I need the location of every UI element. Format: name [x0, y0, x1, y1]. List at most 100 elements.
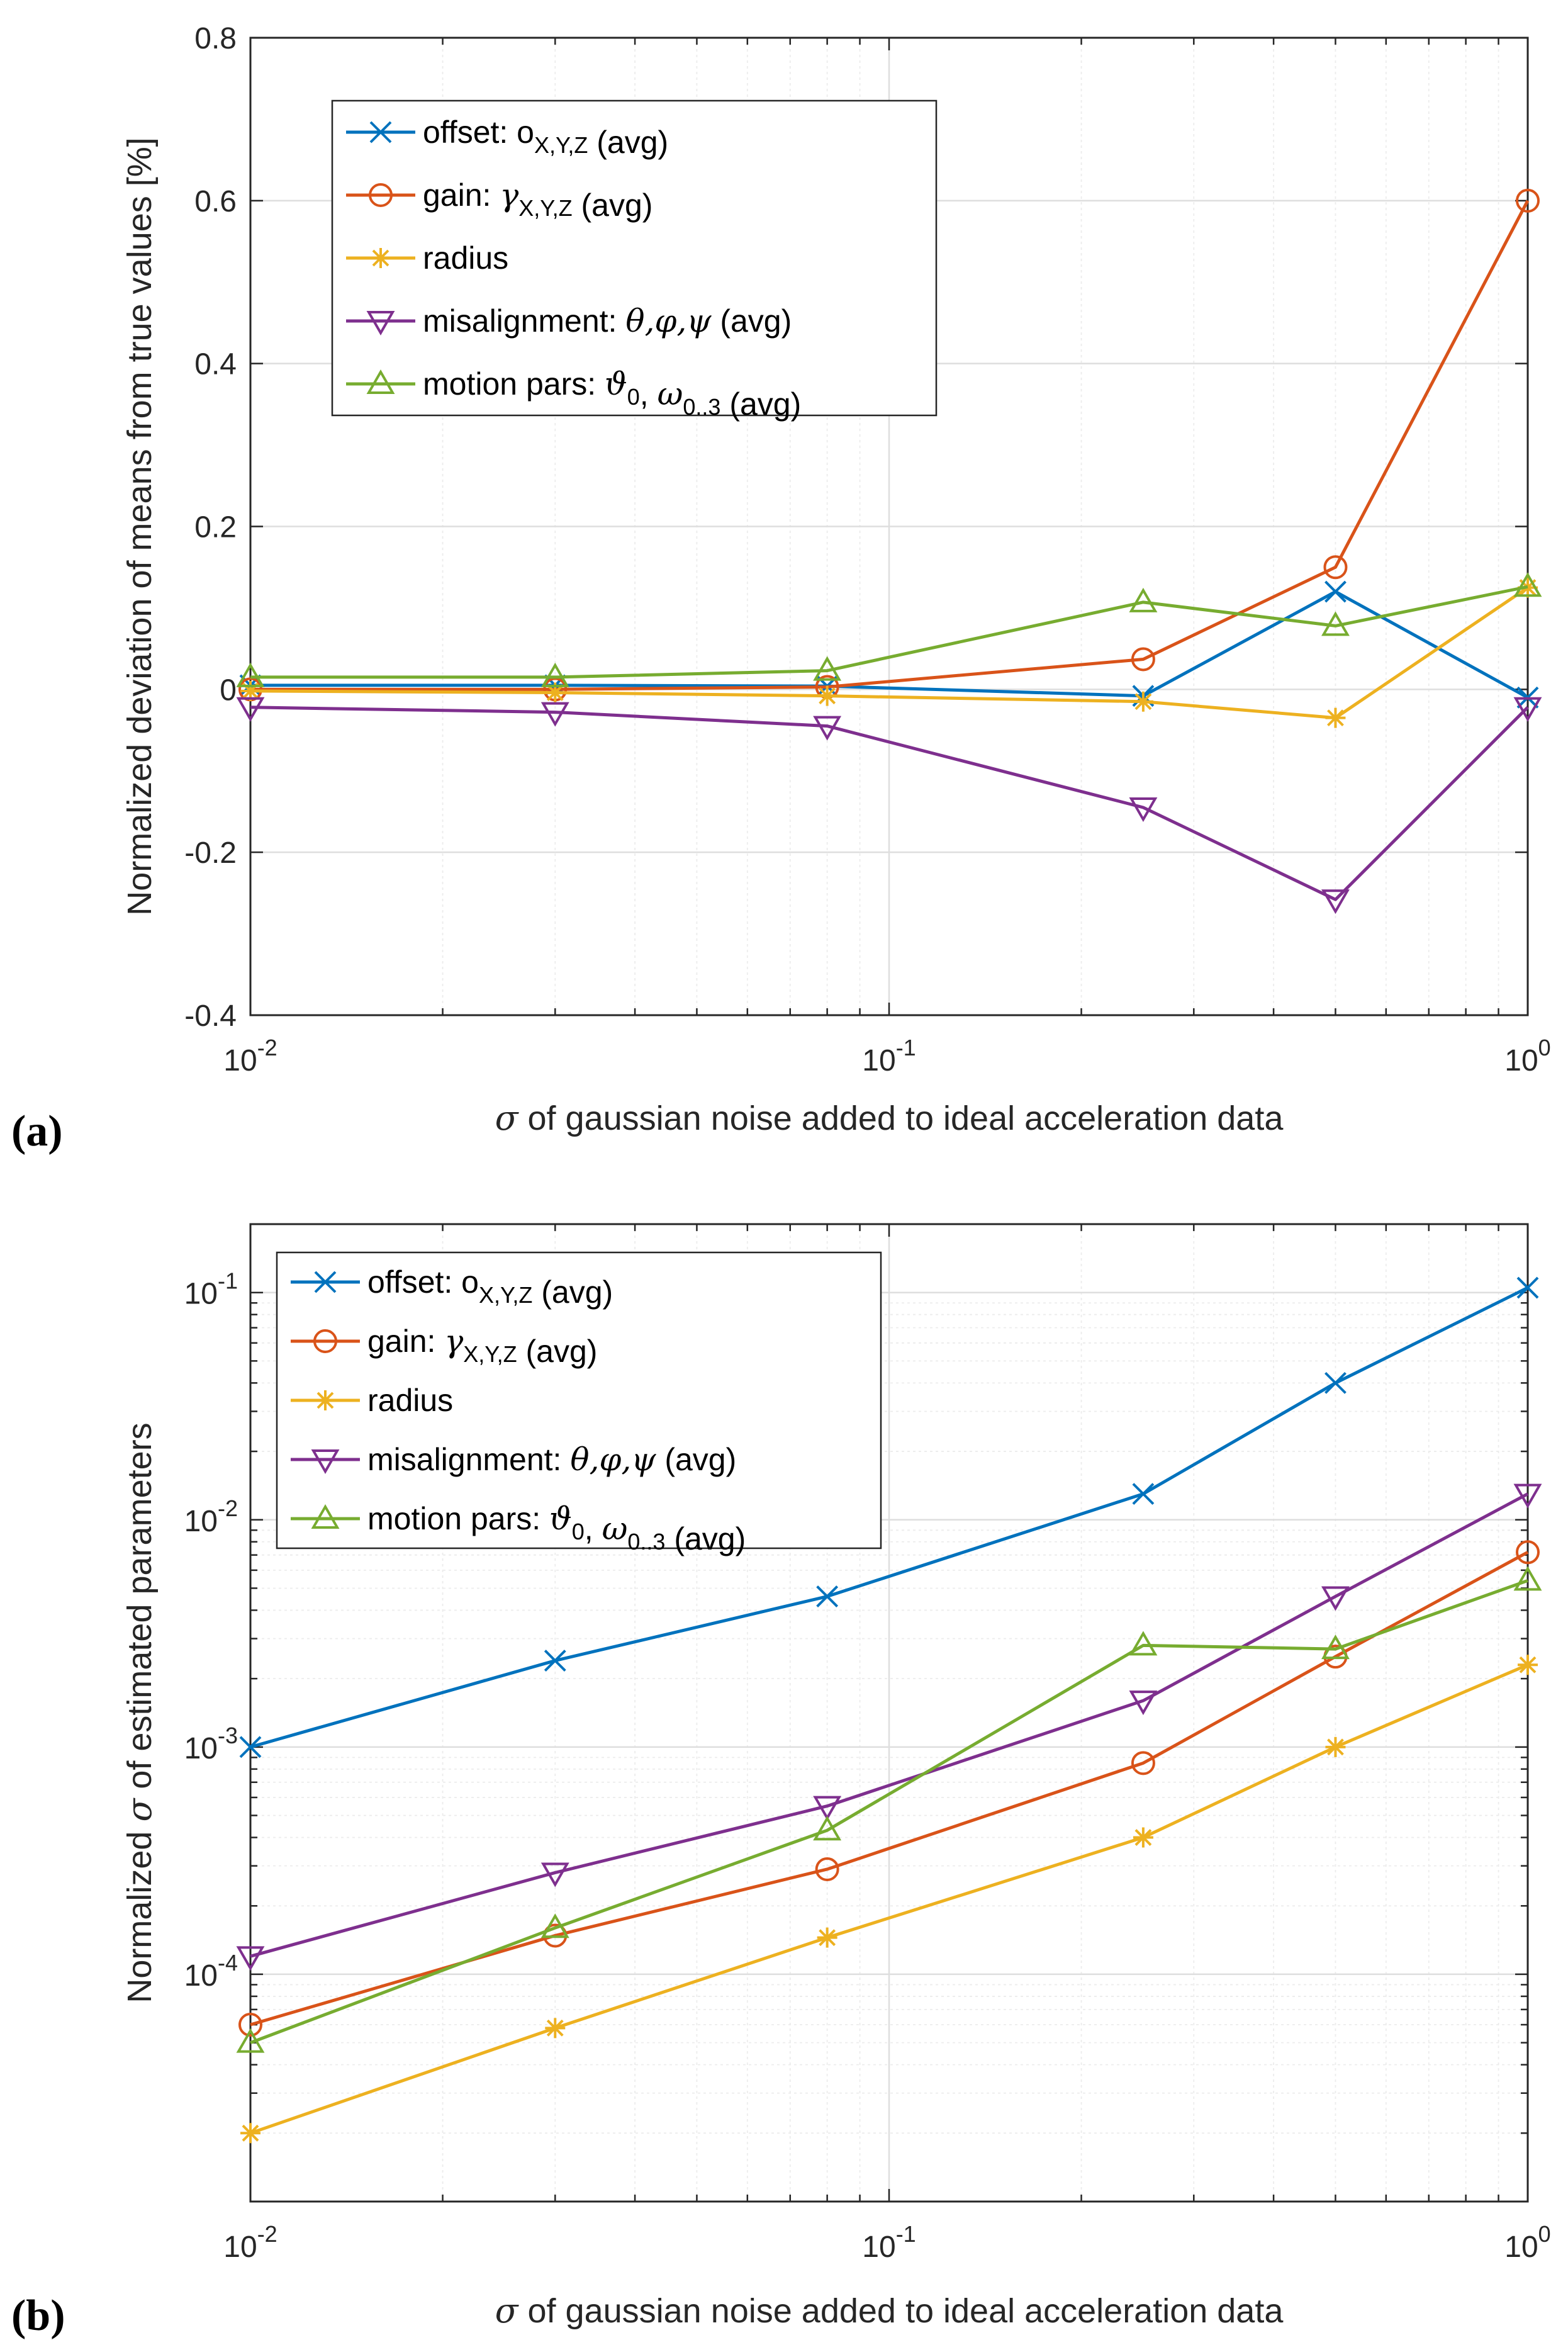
legend-box	[331, 99, 938, 417]
x-tick-base: 10	[1504, 1044, 1538, 1077]
legend-label-text: motion pars:	[423, 366, 605, 402]
data-point-misalignment	[236, 697, 265, 722]
x-tick-label: 100	[1504, 2221, 1550, 2264]
legend-label-text: misalignment:	[367, 1442, 570, 1477]
legend-swatch-marker	[311, 1504, 340, 1529]
legend-item-gain: gain: γX,Y,Z (avg)	[346, 177, 652, 223]
data-point-offset	[1324, 580, 1347, 603]
legend-label-subscript: X,Y,Z	[534, 132, 588, 158]
legend-swatch-marker	[366, 369, 395, 394]
x-tick-label: 10-2	[223, 2221, 277, 2264]
y-axis-label: Normalized σ of estimated parameters	[120, 1422, 159, 2003]
legend-item-misalignment: misalignment: θ,φ,ψ (avg)	[346, 303, 792, 339]
series-line-misalignment	[250, 1492, 1529, 1958]
legend-label-symbol2: ω	[658, 376, 683, 412]
legend-label-tail: (avg)	[517, 1334, 598, 1369]
series-line-gain	[250, 200, 1530, 691]
legend-label-text: motion pars:	[367, 1501, 549, 1536]
y-tick-base: 10	[184, 1959, 218, 1993]
legend-label-text2: ,	[585, 1511, 602, 1546]
x-tick-exponent: 0	[1538, 1035, 1551, 1060]
legend-label-text: gain:	[367, 1324, 444, 1359]
series-motion	[236, 572, 1542, 687]
legend-label-symbol: γ	[444, 1323, 463, 1359]
y-tick-label: 0.2	[194, 511, 237, 544]
legend-item-misalignment: misalignment: θ,φ,ψ (avg)	[291, 1441, 736, 1478]
legend-label-subscript: 0	[572, 1519, 585, 1544]
x-tick-exponent: -1	[896, 1035, 916, 1060]
x-tick-label: 10-1	[862, 2221, 916, 2264]
x-tick-label: 10-2	[223, 1035, 277, 1077]
y-tick-label: 0	[220, 673, 237, 707]
legend-swatch-marker	[371, 248, 391, 268]
series-line-radius	[250, 586, 1529, 720]
data-point-motion	[1321, 611, 1350, 636]
legend-label: gain: γX,Y,Z (avg)	[423, 177, 652, 223]
series-line-motion	[250, 1579, 1528, 2044]
legend-label: radius	[367, 1383, 453, 1418]
data-point-misalignment	[1513, 1483, 1542, 1509]
data-point-offset	[544, 1650, 566, 1672]
data-point-misalignment	[813, 1796, 842, 1821]
series-offset	[239, 1276, 1539, 1758]
legend-swatch-marker	[314, 1271, 337, 1293]
y-tick-label: 0.8	[194, 22, 237, 55]
legend-label: offset: oX,Y,Z (avg)	[423, 115, 668, 160]
y-tick-label: 10-2	[184, 1495, 238, 1538]
legend-label-text: offset: o	[367, 1264, 479, 1300]
legend-label-symbol: θ,φ,ψ	[625, 303, 712, 339]
x-tick-label: 100	[1504, 1035, 1550, 1077]
series-misalignment	[236, 1483, 1542, 1971]
legend-label-symbol: ϑ	[605, 366, 627, 402]
legend-swatch-marker	[369, 183, 393, 207]
legend-item-radius: radius	[291, 1383, 453, 1418]
data-point-gain	[1131, 647, 1155, 672]
legend-label-text: gain:	[423, 177, 500, 213]
legend-label-subscript2: 0..3	[627, 1529, 665, 1555]
y-axis-label: Normalized deviation of means from true …	[121, 137, 159, 916]
x-tick-exponent: 0	[1538, 2221, 1551, 2247]
data-point-gain	[1516, 188, 1540, 213]
data-point-misalignment	[1321, 1586, 1350, 1611]
legend-label: offset: oX,Y,Z (avg)	[367, 1264, 613, 1310]
y-tick-label: -0.4	[184, 999, 237, 1033]
y-tick-base: 10	[184, 1505, 218, 1538]
legend-swatch-marker	[315, 1390, 335, 1410]
x-axis-label-symbol: σ	[495, 2291, 520, 2331]
data-point-motion	[236, 662, 265, 687]
panel-label: (a)	[11, 1107, 63, 1156]
legend-label-tail: (avg)	[573, 188, 653, 223]
data-point-offset	[816, 1585, 839, 1607]
data-point-gain	[238, 2013, 262, 2037]
data-point-radius	[240, 680, 260, 701]
series-line-offset	[250, 1286, 1529, 1749]
data-point-gain	[1516, 1540, 1540, 1565]
x-axis-label-symbol: σ	[495, 1098, 520, 1138]
legend-box	[276, 1251, 882, 1550]
data-point-radius	[1325, 1736, 1346, 1757]
legend-label: gain: γX,Y,Z (avg)	[367, 1323, 597, 1369]
y-tick-exponent: -3	[218, 1723, 238, 1748]
legend-item-motion: motion pars: ϑ0, ω0..3 (avg)	[291, 1500, 746, 1556]
legend-label-text: radius	[367, 1383, 453, 1418]
x-tick-label: 10-1	[862, 1035, 916, 1077]
y-tick-label: 10-4	[184, 1950, 238, 1993]
y-tick-label: 10-1	[184, 1268, 238, 1311]
data-point-misalignment	[540, 1862, 569, 1887]
legend-label-subscript: X,Y,Z	[518, 195, 572, 221]
legend-label: motion pars: ϑ0, ω0..3 (avg)	[423, 366, 801, 422]
data-point-motion	[1129, 587, 1158, 612]
y-axis-label-prefix: Normalized	[121, 1822, 159, 2003]
series-line-offset	[250, 590, 1529, 699]
legend-label-tail: (avg)	[711, 303, 792, 339]
y-tick-label: 0.6	[194, 185, 237, 218]
data-point-radius	[817, 1927, 837, 1948]
y-tick-exponent: -1	[218, 1268, 238, 1294]
legend-label-symbol: ϑ	[549, 1500, 572, 1537]
legend-item-gain: gain: γX,Y,Z (avg)	[291, 1323, 597, 1369]
data-point-motion	[813, 1816, 842, 1841]
y-tick-label: 0.4	[194, 348, 237, 381]
data-point-motion	[1129, 1631, 1158, 1656]
legend-label-tail: (avg)	[665, 1521, 746, 1556]
data-point-gain	[1131, 1751, 1155, 1775]
